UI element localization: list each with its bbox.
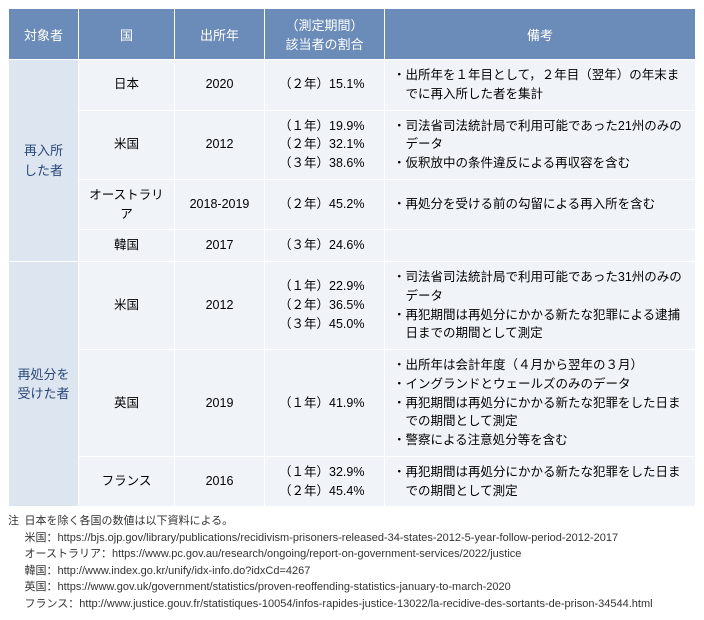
rate-cell: （２年）45.2% [265,179,385,230]
year-cell: 2020 [175,60,265,111]
note-item: ・出所年は会計年度（４月から翌年の３月） [393,356,687,375]
notes-cell [385,230,696,262]
note-item: ・司法省司法統計局で利用可能であった21州のみのデータ [393,117,687,155]
note-item: ・仮釈放中の条件違反による再収容を含む [393,154,687,173]
rate-cell: （１年）22.9% （２年）36.5% （３年）45.0% [265,262,385,350]
note-item: ・司法省司法統計局で利用可能であった31州のみのデータ [393,268,687,306]
footnote-source: オーストラリア：https://www.pc.gov.au/research/o… [8,546,696,563]
footnote-source: 韓国：http://www.index.go.kr/unify/idx-info… [8,563,696,580]
footnote-lead: 日本を除く各国の数値は以下資料による。 [25,515,234,527]
notes-cell: ・出所年は会計年度（４月から翌年の３月）・イングランドとウェールズのみのデータ・… [385,350,696,457]
notes-cell: ・出所年を１年目として，２年目（翌年）の年末までに再入所した者を集計 [385,60,696,111]
footnote-source: 米国：https://bjs.ojp.gov/library/publicati… [8,530,696,547]
year-cell: 2019 [175,350,265,457]
footnote-source: 英国：https://www.gov.uk/government/statist… [8,579,696,596]
rate-cell: （１年）41.9% [265,350,385,457]
year-cell: 2016 [175,456,265,507]
table-row: 英国2019（１年）41.9%・出所年は会計年度（４月から翌年の３月）・イングラ… [9,350,696,457]
table-row: 韓国2017（３年）24.6% [9,230,696,262]
subject-cell: 再入所 した者 [9,60,79,262]
year-cell: 2017 [175,230,265,262]
note-item: ・再処分を受ける前の勾留による再入所を含む [393,195,687,214]
notes-cell: ・再犯期間は再処分にかかる新たな犯罪をした日までの期間として測定 [385,456,696,507]
table-row: フランス2016（１年）32.9% （２年）45.4%・再犯期間は再処分にかかる… [9,456,696,507]
table-row: 再処分を 受けた者米国2012（１年）22.9% （２年）36.5% （３年）4… [9,262,696,350]
column-header: （測定期間） 該当者の割合 [265,9,385,60]
rate-cell: （１年）32.9% （２年）45.4% [265,456,385,507]
column-header: 出所年 [175,9,265,60]
table-row: 再入所 した者日本2020（２年）15.1%・出所年を１年目として，２年目（翌年… [9,60,696,111]
notes-cell: ・司法省司法統計局で利用可能であった31州のみのデータ・再犯期間は再処分にかかる… [385,262,696,350]
note-item: ・再犯期間は再処分にかかる新たな犯罪による逮捕日までの期間として測定 [393,306,687,344]
footnote-source: フランス：http://www.justice.gouv.fr/statisti… [8,596,696,613]
year-cell: 2018-2019 [175,179,265,230]
footnote: 注日本を除く各国の数値は以下資料による。 米国：https://bjs.ojp.… [8,513,696,612]
note-item: ・出所年を１年目として，２年目（翌年）の年末までに再入所した者を集計 [393,66,687,104]
country-cell: 米国 [79,110,175,179]
recidivism-table: 対象者国出所年（測定期間） 該当者の割合備考 再入所 した者日本2020（２年）… [8,8,696,507]
note-item: ・イングランドとウェールズのみのデータ [393,375,687,394]
rate-cell: （３年）24.6% [265,230,385,262]
country-cell: 韓国 [79,230,175,262]
footnote-label: 注 [8,513,25,530]
note-item: ・警察による注意処分等を含む [393,431,687,450]
table-header-row: 対象者国出所年（測定期間） 該当者の割合備考 [9,9,696,60]
country-cell: 日本 [79,60,175,111]
column-header: 備考 [385,9,696,60]
note-item: ・再犯期間は再処分にかかる新たな犯罪をした日までの期間として測定 [393,463,687,501]
country-cell: 英国 [79,350,175,457]
country-cell: フランス [79,456,175,507]
notes-cell: ・司法省司法統計局で利用可能であった21州のみのデータ・仮釈放中の条件違反による… [385,110,696,179]
rate-cell: （２年）15.1% [265,60,385,111]
note-item: ・再犯期間は再処分にかかる新たな犯罪をした日までの期間として測定 [393,394,687,432]
rate-cell: （１年）19.9% （２年）32.1% （３年）38.6% [265,110,385,179]
table-row: 米国2012（１年）19.9% （２年）32.1% （３年）38.6%・司法省司… [9,110,696,179]
country-cell: 米国 [79,262,175,350]
column-header: 対象者 [9,9,79,60]
table-row: オーストラリア2018-2019（２年）45.2% ・再処分を受ける前の勾留による… [9,179,696,230]
column-header: 国 [79,9,175,60]
subject-cell: 再処分を 受けた者 [9,262,79,507]
year-cell: 2012 [175,110,265,179]
country-cell: オーストラリア [79,179,175,230]
notes-cell: ・再処分を受ける前の勾留による再入所を含む [385,179,696,230]
year-cell: 2012 [175,262,265,350]
